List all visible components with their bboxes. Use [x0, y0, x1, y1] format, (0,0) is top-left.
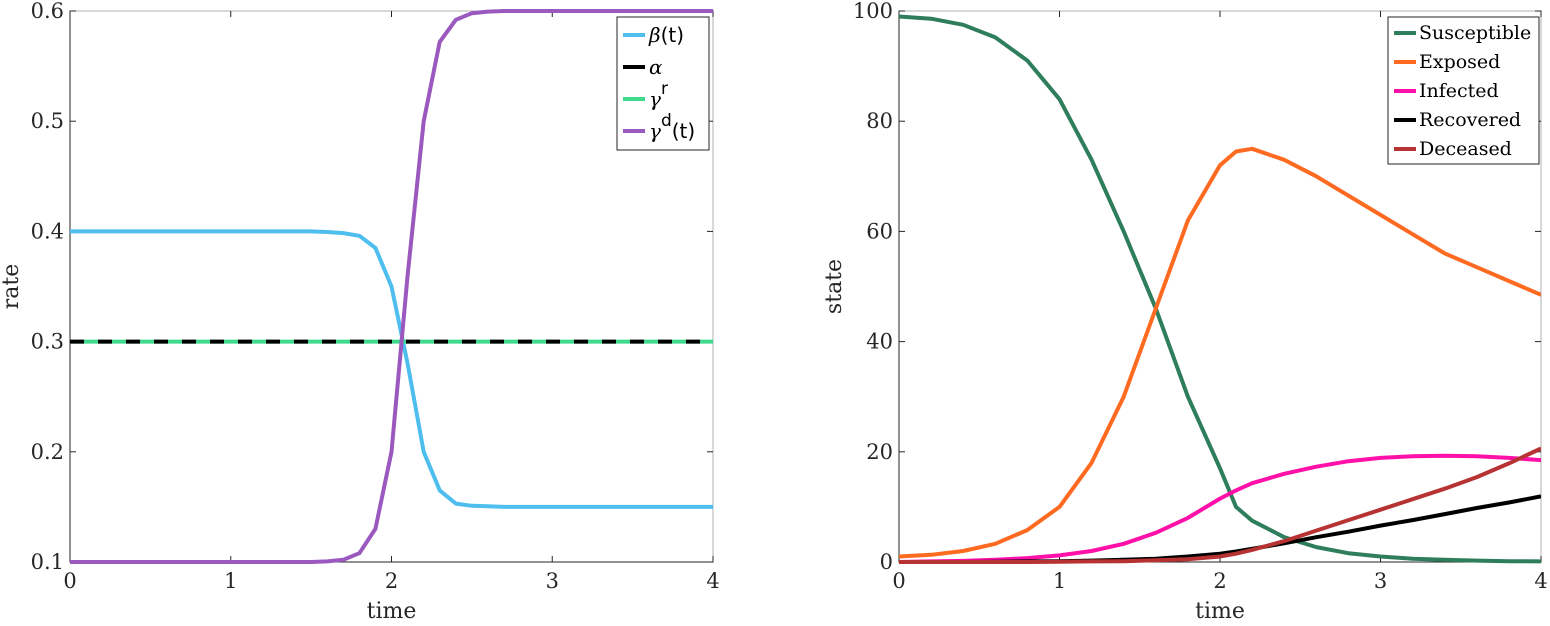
y-tick-label: 40 — [866, 330, 893, 354]
series-lines — [70, 9, 713, 564]
series-line-dt — [70, 9, 713, 564]
legend-label: γd(t) — [649, 111, 695, 143]
x-tick-label: 4 — [1534, 569, 1547, 593]
legend: Susceptible Exposed Infected Recovered Decea… — [1387, 16, 1540, 165]
legend-item: β(t) — [623, 23, 684, 47]
legend-item: Exposed — [1394, 51, 1500, 73]
legend-label: α — [649, 55, 663, 79]
y-axis-ticks: 0 20 40 60 80 100 — [853, 0, 1541, 574]
legend-label: Deceased — [1419, 138, 1512, 160]
x-axis-label: time — [1195, 599, 1245, 624]
legend-label: β(t) — [648, 23, 684, 47]
x-axis-label: time — [367, 599, 417, 624]
y-tick-label: 0 — [880, 550, 893, 574]
state-plot: 0 1 2 3 4020406080100timestateSusceptibleExp… — [822, 0, 1548, 624]
series-line-susceptible — [899, 14, 1541, 564]
x-tick-label: 2 — [1213, 569, 1226, 593]
legend-box — [616, 16, 710, 151]
y-axis-label: rate — [0, 264, 24, 310]
x-tick-label: 1 — [1053, 569, 1066, 593]
legend-item: Deceased — [1394, 138, 1512, 160]
legend-label: γr — [649, 79, 668, 111]
y-tick-label: 80 — [866, 109, 893, 133]
legend-item: Susceptible — [1394, 22, 1531, 44]
y-tick-label: 0.1 — [31, 550, 64, 574]
y-tick-label: 0.3 — [31, 330, 64, 354]
legend-item: α — [623, 55, 663, 79]
legend-item: γr — [623, 79, 668, 111]
x-tick-label: 0 — [892, 569, 905, 593]
series-line-deceased — [899, 446, 1541, 564]
series-line-t — [70, 229, 713, 509]
legend-label: Susceptible — [1419, 22, 1531, 44]
y-tick-label: 0.6 — [31, 0, 64, 23]
series-line-exposed — [899, 146, 1541, 559]
legend-item: Infected — [1394, 80, 1499, 102]
legend-label: Recovered — [1419, 109, 1521, 131]
x-tick-label: 0 — [63, 569, 76, 593]
x-axis-ticks: 0 1 2 3 4 — [63, 11, 720, 593]
y-axis-label: state — [822, 259, 847, 314]
x-tick-label: 3 — [546, 569, 559, 593]
legend-label: Exposed — [1419, 51, 1500, 73]
x-tick-label: 3 — [1374, 569, 1387, 593]
y-tick-label: 0.2 — [31, 440, 64, 464]
legend-item: Recovered — [1394, 109, 1521, 131]
y-tick-label: 60 — [866, 219, 893, 243]
x-tick-label: 2 — [385, 569, 398, 593]
x-tick-label: 4 — [706, 569, 719, 593]
series-line-infected — [899, 453, 1541, 564]
y-tick-label: 0.5 — [31, 109, 64, 133]
series-line-recovered — [899, 494, 1541, 564]
y-tick-label: 0.4 — [31, 219, 64, 243]
y-tick-label: 100 — [853, 0, 893, 23]
series-lines — [899, 14, 1541, 564]
y-tick-label: 20 — [866, 440, 893, 464]
rate-plot: 0 1 2 3 4 0.1 0.2 0.3 0.4 0.5 0.6 time rate β(t) αγrγd… — [0, 0, 720, 624]
legend-item: γd(t) — [623, 111, 695, 143]
legend-label: Infected — [1419, 80, 1499, 102]
x-tick-label: 1 — [224, 569, 237, 593]
y-axis-ticks: 0.1 0.2 0.3 0.4 0.5 0.6 — [31, 0, 713, 574]
